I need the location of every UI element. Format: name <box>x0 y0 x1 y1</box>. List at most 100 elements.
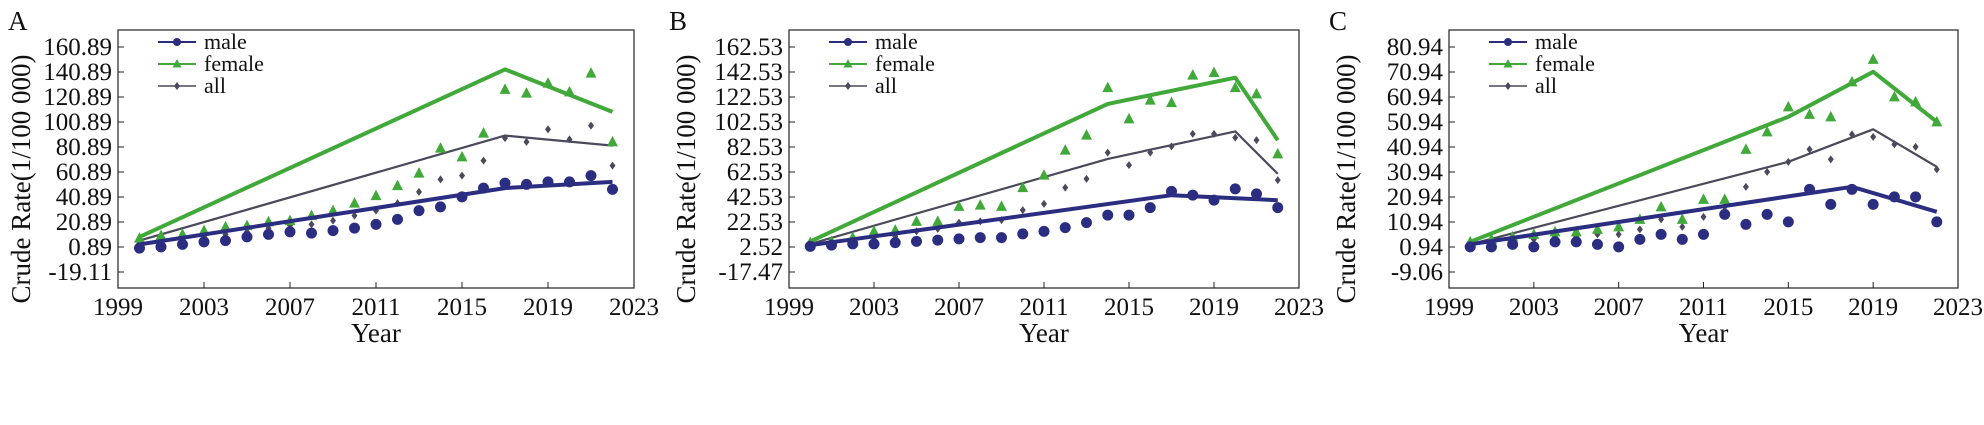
data-point-female <box>1846 75 1858 87</box>
data-point-female <box>953 200 965 211</box>
legend-marker-male <box>173 38 181 46</box>
data-point-all <box>437 175 444 184</box>
panel-b: B -17.47 2.52 22.53 42.53 62.53 82.53 102.53 122… <box>665 0 1325 425</box>
legend-marker-female <box>172 59 182 68</box>
x-tick-label: 2007 <box>934 294 984 321</box>
data-point-female <box>1272 147 1284 159</box>
x-tick-label: 2003 <box>849 294 899 321</box>
legend-label-male: male <box>1535 29 1578 54</box>
y-tick-label: 80.94 <box>1387 34 1444 61</box>
data-point-female <box>1825 110 1837 122</box>
data-point-all <box>609 161 616 170</box>
data-point-all <box>1870 132 1877 141</box>
data-point-male <box>521 178 532 190</box>
legend-marker-all <box>1505 82 1511 90</box>
legend-marker-all <box>174 82 180 90</box>
data-point-male <box>1038 225 1050 237</box>
y-tick-label: 102.53 <box>714 109 783 136</box>
data-point-male <box>1251 188 1262 200</box>
data-point-male <box>1187 189 1199 201</box>
data-point-female <box>1102 81 1114 93</box>
data-point-all <box>1274 176 1281 185</box>
data-point-male <box>607 183 618 195</box>
data-point-female <box>1698 193 1709 204</box>
data-point-male <box>263 228 274 240</box>
x-tick-label: 1999 <box>764 294 814 321</box>
y-tick-label: 142.53 <box>714 59 783 86</box>
data-point-male <box>585 170 597 182</box>
data-point-all <box>1636 225 1643 234</box>
legend-label-female: female <box>875 51 935 76</box>
data-point-female <box>932 215 944 226</box>
y-tick-label: 100.89 <box>43 109 112 136</box>
x-tick-label: 2019 <box>1189 294 1239 321</box>
data-point-male <box>1229 183 1241 195</box>
x-tick-label: 2007 <box>1594 294 1644 321</box>
x-tick-label: 2003 <box>1509 294 1559 321</box>
data-point-all <box>1211 129 1217 138</box>
x-tick-label: 2011 <box>1679 294 1728 321</box>
x-tick-label: 2015 <box>1763 294 1813 321</box>
data-point-male <box>1888 191 1900 203</box>
data-point-all <box>1147 148 1154 157</box>
data-point-male <box>1464 241 1476 253</box>
y-tick-label: 22.53 <box>727 209 783 236</box>
x-axis-title: Year <box>351 318 401 348</box>
y-tick-label: 80.89 <box>56 134 112 161</box>
data-point-all <box>1062 183 1069 192</box>
data-point-all <box>416 187 422 196</box>
data-point-all <box>1189 129 1196 138</box>
chart-svg: A -19.110.8920.8940.8960.8980.89100.89120… <box>6 6 659 348</box>
data-point-all <box>459 171 465 180</box>
data-point-all <box>330 216 336 225</box>
data-point-male <box>413 205 425 217</box>
panel-c: C -9.06 0.94 10.94 20.94 30.94 40.94 50.94 60.94… <box>1325 0 1984 425</box>
data-point-female <box>1570 225 1582 237</box>
data-point-male <box>1782 216 1794 228</box>
data-point-female <box>435 142 446 153</box>
legend-label-female: female <box>1535 51 1595 76</box>
chart-svg: C -9.060.9410.9420.9430.9440.9450.9460.94… <box>1329 6 1983 348</box>
x-tick-label: 2019 <box>523 294 573 321</box>
data-point-male <box>1613 241 1625 253</box>
x-tick-label: 1999 <box>93 294 143 321</box>
y-tick-label: 140.89 <box>43 59 112 86</box>
y-tick-label: -17.47 <box>718 259 783 286</box>
data-point-male <box>953 233 965 245</box>
data-point-all <box>480 156 487 165</box>
data-point-male <box>478 182 489 194</box>
y-tick-label: 0.89 <box>68 234 112 261</box>
x-tick-label: 2011 <box>1019 294 1068 321</box>
data-point-male <box>1102 209 1114 221</box>
data-point-female <box>542 77 554 88</box>
legend-marker-male <box>1504 38 1512 46</box>
data-point-female <box>478 127 489 138</box>
y-tick-label: 40.94 <box>1387 134 1444 161</box>
y-tick-label: 10.94 <box>1387 209 1444 236</box>
y-tick-label: 162.53 <box>714 34 783 61</box>
y-tick-label: -9.06 <box>1391 259 1443 286</box>
data-point-male <box>932 234 944 246</box>
y-tick-label: 20.94 <box>1387 184 1444 211</box>
data-point-female <box>370 189 382 201</box>
x-tick-label: 1999 <box>1424 294 1474 321</box>
data-point-all <box>1083 174 1090 183</box>
data-point-female <box>1229 81 1241 93</box>
y-tick-label: 40.89 <box>56 184 112 211</box>
series-line-female <box>1469 69 1939 244</box>
data-point-female <box>392 179 403 191</box>
y-tick-label: 82.53 <box>727 134 783 161</box>
data-point-male <box>177 238 188 250</box>
series-line-female <box>809 75 1280 244</box>
data-point-female <box>456 150 468 162</box>
x-tick-label: 2011 <box>351 294 400 321</box>
data-point-male <box>1528 241 1540 253</box>
data-point-all <box>1126 161 1132 170</box>
data-point-female <box>564 85 575 97</box>
y-axis-title: Crude Rate(1/100 000) <box>1331 55 1361 304</box>
data-point-female <box>1931 115 1943 127</box>
data-point-all <box>1933 165 1940 174</box>
data-point-male <box>155 241 167 253</box>
